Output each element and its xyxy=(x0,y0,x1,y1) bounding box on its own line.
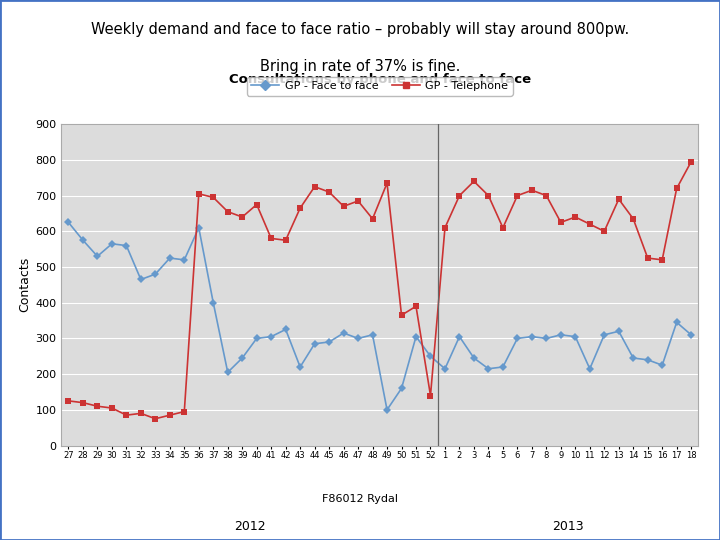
Legend: GP - Face to face, GP - Telephone: GP - Face to face, GP - Telephone xyxy=(247,77,513,96)
Text: 2012: 2012 xyxy=(234,521,265,534)
Title: Consultations by phone and face to face: Consultations by phone and face to face xyxy=(229,72,531,85)
Text: F86012 Rydal: F86012 Rydal xyxy=(322,495,398,504)
Y-axis label: Contacts: Contacts xyxy=(18,257,31,313)
Text: 2013: 2013 xyxy=(552,521,584,534)
Text: Bring in rate of 37% is fine.: Bring in rate of 37% is fine. xyxy=(260,59,460,75)
Text: Weekly demand and face to face ratio – probably will stay around 800pw.: Weekly demand and face to face ratio – p… xyxy=(91,22,629,37)
